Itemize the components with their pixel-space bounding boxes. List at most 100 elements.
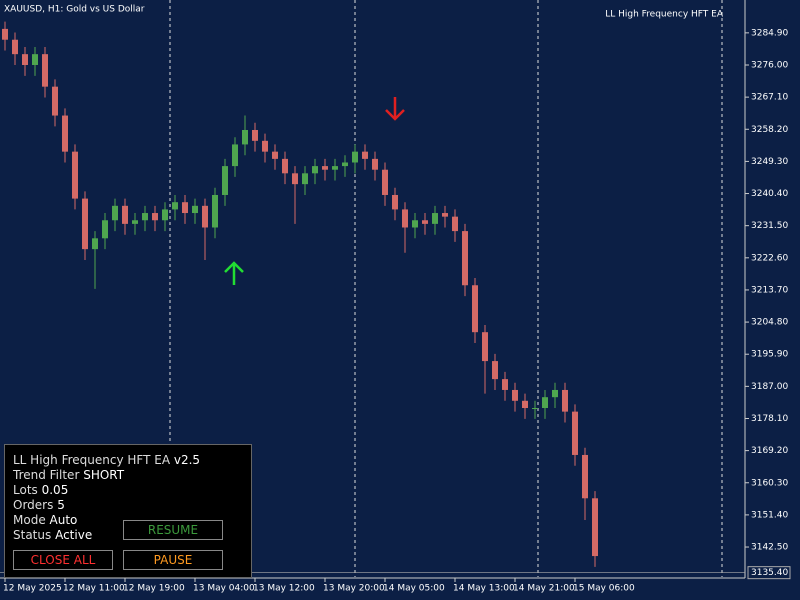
row-label: Lots — [13, 483, 38, 497]
indicator-name: LL High Frequency HFT EA — [605, 10, 724, 20]
row-label: Trend Filter — [13, 468, 80, 482]
candle-body — [292, 173, 298, 185]
candle-body — [102, 220, 108, 239]
panel-title-row: LL High Frequency HFT EA v2.5 — [13, 453, 200, 467]
candle-body — [402, 209, 408, 228]
panel-row: Trend Filter SHORT — [13, 468, 124, 482]
candle-body — [82, 198, 88, 250]
row-label: Mode — [13, 513, 46, 527]
y-tick-label: 3187.00 — [751, 382, 788, 392]
y-tick-label: 3178.10 — [751, 414, 788, 424]
y-tick-label: 3249.30 — [751, 157, 788, 167]
candle-body — [222, 166, 228, 195]
row-value: Active — [55, 528, 93, 542]
candle-body — [212, 194, 218, 228]
candle-body — [522, 400, 528, 409]
row-value: SHORT — [83, 468, 125, 482]
candle-body — [382, 169, 388, 195]
candle-body — [192, 205, 198, 214]
y-tick-label: 3204.80 — [751, 318, 788, 328]
candles — [2, 21, 598, 567]
candle-body — [592, 498, 598, 557]
candle-body — [132, 220, 138, 224]
candle-body — [282, 158, 288, 174]
y-tick-label: 3169.20 — [751, 446, 788, 456]
candle-body — [152, 213, 158, 221]
candle-body — [262, 140, 268, 152]
candle-body — [392, 194, 398, 210]
candle-body — [52, 86, 58, 116]
candle-body — [202, 205, 208, 228]
y-tick-label: 3160.30 — [751, 478, 788, 488]
x-tick-label: 13 May 12:00 — [253, 584, 315, 594]
row-value: Auto — [49, 513, 78, 527]
candle-body — [472, 285, 478, 333]
candle-body — [512, 389, 518, 401]
candle-body — [442, 213, 448, 217]
candle-body — [412, 220, 418, 228]
candle-body — [362, 151, 368, 159]
candle-body — [352, 151, 358, 163]
y-tick-label: 3267.10 — [751, 93, 788, 103]
candle-body — [2, 28, 8, 40]
candle-body — [242, 129, 248, 145]
candle-body — [72, 151, 78, 199]
y-tick-label: 3276.00 — [751, 60, 788, 70]
candle-body — [432, 213, 438, 224]
x-tick-label: 14 May 13:00 — [453, 584, 515, 594]
candle-body — [452, 216, 458, 232]
y-tick-label: 3231.50 — [751, 221, 788, 231]
close-all-button[interactable]: CLOSE ALL — [13, 550, 113, 570]
panel-row: Status Active — [13, 528, 92, 542]
ea-panel: LL High Frequency HFT EA v2.5 Trend Filt… — [4, 444, 252, 578]
candle-body — [172, 202, 178, 210]
candle-body — [322, 166, 328, 170]
panel-title: LL High Frequency HFT EA — [13, 453, 171, 467]
candle-body — [532, 408, 538, 410]
x-tick-label: 14 May 21:00 — [513, 584, 575, 594]
sell-arrow — [385, 97, 405, 121]
panel-row: Mode Auto — [13, 513, 77, 527]
y-tick-label: 3258.20 — [751, 125, 788, 135]
candle-body — [572, 411, 578, 455]
candle-body — [182, 202, 188, 214]
last-price-box — [747, 566, 791, 580]
candle-body — [562, 389, 568, 412]
row-value: 5 — [57, 498, 65, 512]
candle-body — [232, 144, 238, 167]
candle-body — [332, 166, 338, 170]
y-tick-label: 3222.60 — [751, 253, 788, 263]
x-tick-label: 12 May 11:00 — [63, 584, 125, 594]
y-tick-label: 3195.90 — [751, 350, 788, 360]
y-tick-label: 3240.40 — [751, 189, 788, 199]
candle-body — [272, 151, 278, 159]
x-tick-label: 12 May 19:00 — [123, 584, 185, 594]
candle-body — [22, 54, 28, 65]
candle-body — [342, 162, 348, 167]
candle-body — [252, 129, 258, 141]
y-tick-label: 3213.70 — [751, 285, 788, 295]
last-price-label: 3135.40 — [751, 568, 788, 578]
resume-button[interactable]: RESUME — [123, 520, 223, 540]
y-tick-label: 3284.90 — [751, 28, 788, 38]
candle-body — [112, 205, 118, 221]
candle-body — [422, 220, 428, 224]
candle-body — [62, 115, 68, 152]
candle-body — [492, 361, 498, 380]
y-tick-label: 3151.40 — [751, 510, 788, 520]
x-tick-label: 12 May 2025 — [3, 584, 62, 594]
candle-body — [302, 173, 308, 185]
pause-button[interactable]: PAUSE — [123, 550, 223, 570]
candle-body — [482, 332, 488, 362]
candle-body — [552, 389, 558, 398]
candle-body — [582, 454, 588, 499]
candle-body — [542, 397, 548, 409]
x-tick-label: 13 May 20:00 — [323, 584, 385, 594]
candle-body — [12, 39, 18, 55]
candle-body — [92, 238, 98, 250]
x-tick-label: 13 May 04:00 — [193, 584, 255, 594]
candle-body — [462, 231, 468, 286]
candle-body — [42, 54, 48, 87]
chart-title: XAUUSD, H1: Gold vs US Dollar — [4, 5, 145, 15]
